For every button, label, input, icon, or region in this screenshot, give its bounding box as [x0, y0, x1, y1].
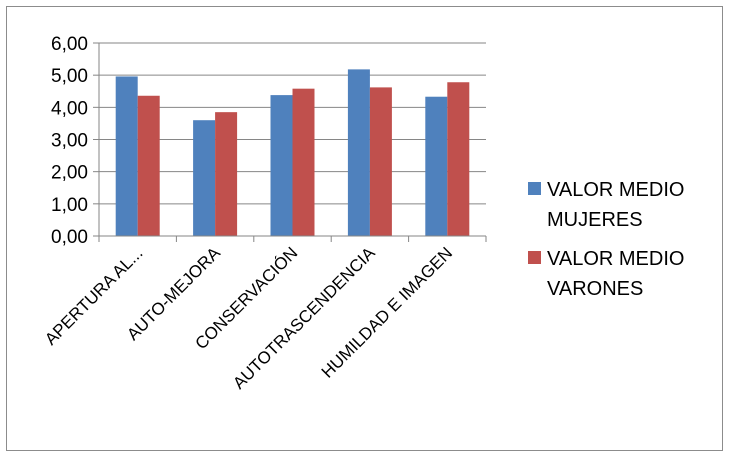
bar — [115, 76, 138, 236]
bar — [292, 88, 315, 236]
x-tick-label: AUTOTRASCENDENCIA — [229, 243, 379, 393]
bar — [215, 112, 238, 236]
bar — [425, 96, 448, 237]
y-tick-label: 5,00 — [51, 66, 88, 87]
legend-label: VALOR MEDIO VARONES — [547, 248, 684, 300]
legend-label-line: VALOR MEDIO — [547, 248, 684, 270]
y-tick-label: 6,00 — [51, 34, 88, 55]
legend-swatch — [528, 182, 541, 195]
y-tick-label: 2,00 — [51, 163, 88, 184]
legend-swatch — [528, 251, 541, 264]
x-tick-label: HUMILDAD E IMAGEN — [318, 243, 456, 381]
bar — [137, 95, 160, 237]
legend-label-line: VARONES — [547, 278, 643, 300]
bar — [270, 95, 293, 236]
y-tick-label: 1,00 — [51, 195, 88, 216]
bar — [193, 120, 216, 236]
legend-label: VALOR MEDIO MUJERES — [547, 179, 684, 231]
bar — [447, 82, 470, 236]
y-tick-label: 3,00 — [51, 131, 88, 152]
legend-label-line: MUJERES — [547, 209, 643, 231]
bar — [369, 87, 392, 236]
bar — [347, 69, 370, 236]
y-tick-label: 4,00 — [51, 98, 88, 119]
y-tick-label: 0,00 — [51, 227, 88, 248]
legend-label-line: VALOR MEDIO — [547, 179, 684, 201]
chart-frame: 0,00 1,00 2,00 3,00 4,00 5,00 6,00 APERTURA AL.… — [6, 6, 723, 451]
